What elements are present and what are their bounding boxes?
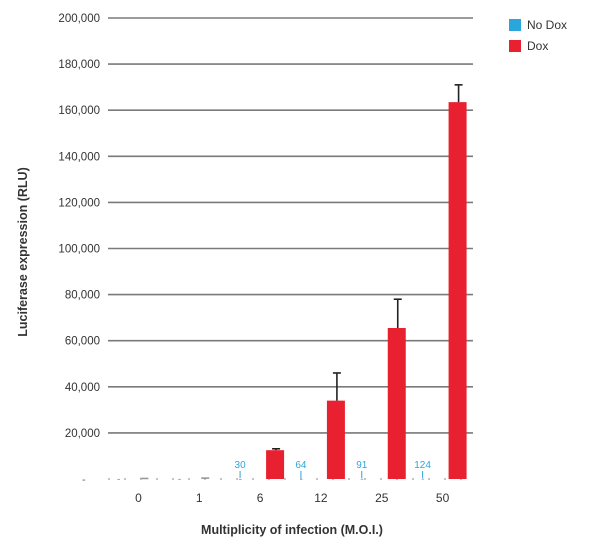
x-tick-label: 25 <box>375 491 389 505</box>
legend-label-dox: Dox <box>527 39 548 53</box>
bar-dox <box>387 328 406 479</box>
y-tick-label: 40,000 <box>65 382 100 394</box>
bar-dox <box>266 450 285 479</box>
x-tick-label: 0 <box>135 491 142 505</box>
bar-no-dox <box>421 478 425 480</box>
y-tick-label: 140,000 <box>58 151 100 163</box>
bar-no-dox <box>117 478 120 480</box>
y-tick-label: 200,000 <box>58 13 100 25</box>
labels-layer: 20,000 40,000 60,000 80,000 100,000 120,000 14… <box>58 13 449 505</box>
y-tick-label: 80,000 <box>65 290 100 302</box>
x-tick-label: 1 <box>196 491 203 505</box>
y-tick-label: 60,000 <box>65 336 100 348</box>
y-tick-label: 120,000 <box>58 197 100 209</box>
bar-no-dox <box>239 478 242 480</box>
y-tick-label: 100,000 <box>58 244 100 256</box>
bar-no-dox <box>360 478 364 480</box>
data-label-no-dox: 91 <box>356 460 368 471</box>
y-axis-title: Luciferase expression (RLU) <box>16 167 30 337</box>
bars-layer <box>117 84 467 480</box>
bar-no-dox <box>178 478 181 480</box>
x-tick-label: 6 <box>257 491 264 505</box>
data-label-no-dox: 124 <box>414 460 431 471</box>
data-label-no-dox: 30 <box>235 460 247 471</box>
y-tick-label: 160,000 <box>58 105 100 117</box>
legend-swatch-no-dox <box>509 19 521 31</box>
bar-dox <box>448 102 467 479</box>
bar-no-dox <box>299 478 303 480</box>
x-axis-title: Multiplicity of infection (M.O.I.) <box>201 523 383 537</box>
y-tick-zero-mark: - <box>82 474 86 486</box>
grid-layer <box>108 17 473 480</box>
bar-dox <box>201 477 210 479</box>
bar-dox <box>140 477 149 480</box>
legend-label-no-dox: No Dox <box>527 18 567 32</box>
bar-dox <box>326 400 345 479</box>
y-tick-label: 180,000 <box>58 59 100 71</box>
x-tick-label: 12 <box>314 491 328 505</box>
legend-swatch-dox <box>509 40 521 52</box>
data-label-no-dox: 64 <box>295 460 307 471</box>
legend: No Dox Dox <box>509 18 567 53</box>
x-tick-label: 50 <box>436 491 450 505</box>
y-tick-label: 20,000 <box>65 428 100 440</box>
